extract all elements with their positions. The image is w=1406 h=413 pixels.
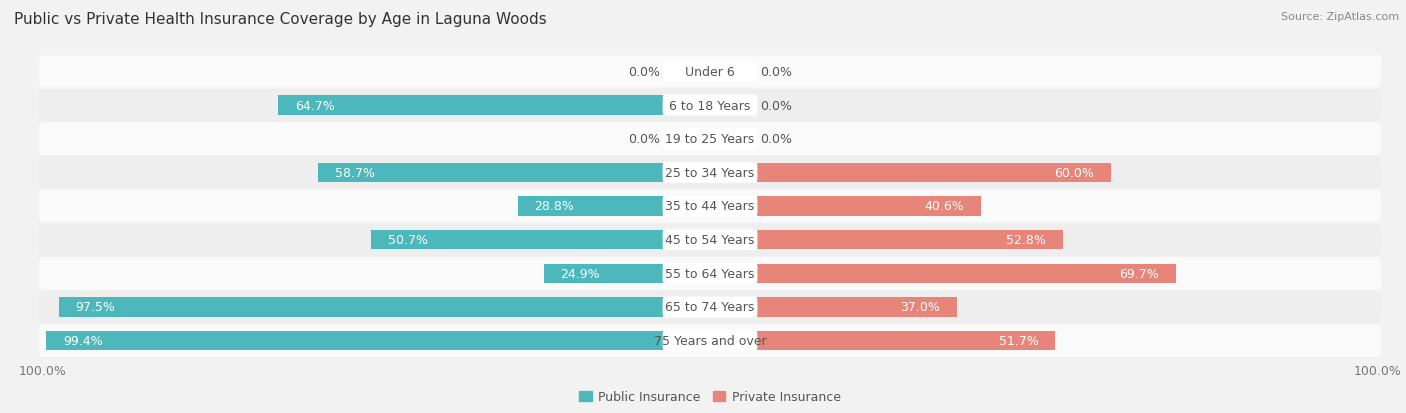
FancyBboxPatch shape: [39, 90, 1381, 122]
Bar: [371, 230, 710, 250]
Text: 0.0%: 0.0%: [761, 66, 792, 78]
Bar: [710, 230, 1063, 250]
Bar: [46, 331, 710, 351]
Text: 25 to 34 Years: 25 to 34 Years: [665, 166, 755, 179]
Bar: [544, 264, 710, 283]
Text: Public vs Private Health Insurance Coverage by Age in Laguna Woods: Public vs Private Health Insurance Cover…: [14, 12, 547, 27]
Bar: [278, 96, 710, 116]
Text: 24.9%: 24.9%: [561, 267, 600, 280]
Text: 51.7%: 51.7%: [998, 335, 1039, 347]
FancyBboxPatch shape: [662, 330, 758, 351]
Text: 55 to 64 Years: 55 to 64 Years: [665, 267, 755, 280]
FancyBboxPatch shape: [662, 129, 758, 150]
Text: 28.8%: 28.8%: [534, 200, 574, 213]
FancyBboxPatch shape: [39, 190, 1381, 223]
Text: 6 to 18 Years: 6 to 18 Years: [669, 99, 751, 112]
Text: Source: ZipAtlas.com: Source: ZipAtlas.com: [1281, 12, 1399, 22]
Text: Under 6: Under 6: [685, 66, 735, 78]
Bar: [517, 197, 710, 216]
FancyBboxPatch shape: [39, 123, 1381, 155]
Bar: [710, 297, 957, 317]
FancyBboxPatch shape: [662, 263, 758, 284]
Bar: [710, 264, 1175, 283]
Text: 45 to 54 Years: 45 to 54 Years: [665, 234, 755, 247]
FancyBboxPatch shape: [39, 291, 1381, 323]
Text: 0.0%: 0.0%: [761, 99, 792, 112]
Text: 64.7%: 64.7%: [295, 99, 335, 112]
FancyBboxPatch shape: [39, 157, 1381, 189]
Text: 19 to 25 Years: 19 to 25 Years: [665, 133, 755, 146]
Bar: [710, 331, 1056, 351]
Text: 75 Years and over: 75 Years and over: [654, 335, 766, 347]
Bar: [710, 163, 1111, 183]
FancyBboxPatch shape: [39, 224, 1381, 256]
Text: 97.5%: 97.5%: [76, 301, 115, 314]
FancyBboxPatch shape: [662, 297, 758, 318]
Text: 52.8%: 52.8%: [1007, 234, 1046, 247]
Text: 58.7%: 58.7%: [335, 166, 374, 179]
FancyBboxPatch shape: [39, 325, 1381, 357]
Text: 99.4%: 99.4%: [63, 335, 103, 347]
Text: 40.6%: 40.6%: [925, 200, 965, 213]
Text: 0.0%: 0.0%: [761, 133, 792, 146]
Bar: [710, 197, 981, 216]
FancyBboxPatch shape: [662, 162, 758, 183]
Bar: [59, 297, 710, 317]
FancyBboxPatch shape: [39, 258, 1381, 290]
Text: 60.0%: 60.0%: [1054, 166, 1094, 179]
Text: 37.0%: 37.0%: [901, 301, 941, 314]
Text: 35 to 44 Years: 35 to 44 Years: [665, 200, 755, 213]
FancyBboxPatch shape: [662, 95, 758, 116]
Text: 50.7%: 50.7%: [388, 234, 427, 247]
FancyBboxPatch shape: [39, 56, 1381, 88]
Text: 0.0%: 0.0%: [628, 133, 659, 146]
Legend: Public Insurance, Private Insurance: Public Insurance, Private Insurance: [574, 385, 846, 408]
Text: 69.7%: 69.7%: [1119, 267, 1159, 280]
Text: 0.0%: 0.0%: [628, 66, 659, 78]
FancyBboxPatch shape: [662, 62, 758, 83]
Text: 65 to 74 Years: 65 to 74 Years: [665, 301, 755, 314]
FancyBboxPatch shape: [662, 196, 758, 217]
FancyBboxPatch shape: [662, 230, 758, 251]
Bar: [318, 163, 710, 183]
